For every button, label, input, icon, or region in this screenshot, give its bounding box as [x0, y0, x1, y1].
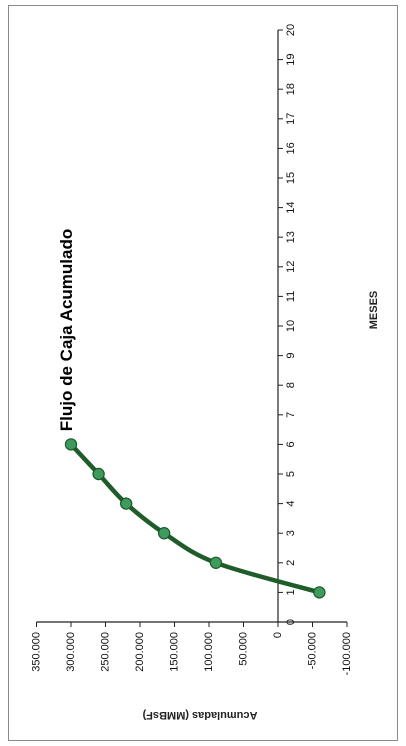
- x-tick-label: 1: [285, 589, 297, 595]
- x-tick-label: 12: [285, 261, 297, 273]
- y-tick-label: 100.000: [203, 632, 215, 672]
- x-tick-label: 20: [285, 24, 297, 36]
- x-tick-label: 18: [285, 83, 297, 95]
- y-tick-label: 250.000: [99, 632, 111, 672]
- x-tick-label: 2: [285, 560, 297, 566]
- data-point: [157, 527, 171, 540]
- data-point: [92, 467, 105, 481]
- data-point: [209, 556, 223, 570]
- y-axis-title: Acumuladas (MMBsF): [142, 709, 257, 721]
- x-tick-label: 16: [285, 142, 297, 154]
- y-tick-label: 350.000: [30, 632, 42, 672]
- x-tick-label: 7: [285, 412, 297, 418]
- x-tick-label: 8: [285, 382, 297, 388]
- x-tick-label: 14: [285, 201, 297, 213]
- x-axis-title: MESES: [368, 291, 380, 330]
- data-point: [64, 438, 78, 451]
- data-points: [64, 438, 326, 599]
- data-point: [119, 497, 133, 510]
- y-tick-label: -100.000: [341, 632, 353, 675]
- y-tick-label: 150.000: [168, 632, 180, 672]
- y-tick-label: 300.000: [65, 632, 77, 672]
- y-tick-label: 50.000: [237, 632, 249, 666]
- x-tick-label: 19: [285, 53, 297, 65]
- x-tick-label: 10: [285, 320, 297, 332]
- x-tick-label: 5: [285, 471, 297, 477]
- x-tick-label: 6: [285, 441, 297, 447]
- y-tick-label: -50.000: [306, 632, 318, 669]
- y-tick-label: 0: [272, 632, 284, 638]
- series-line: [68, 442, 322, 595]
- x-tick-label: 9: [285, 353, 297, 359]
- x-tick-label: 0: [285, 619, 297, 625]
- data-point: [313, 586, 326, 599]
- series: [68, 442, 322, 595]
- chart-title: Flujo de Caja Acumulado: [57, 229, 76, 431]
- y-ticks: -100.000 -50.000 0 50.000 100.000 150.000 200.…: [30, 622, 353, 675]
- chart-frame: [8, 5, 398, 741]
- y-tick-label: 200.000: [134, 632, 146, 672]
- x-tick-label: 15: [285, 172, 297, 184]
- x-tick-label: 4: [285, 501, 297, 507]
- x-tick-label: 11: [285, 291, 297, 302]
- x-tick-label: 13: [285, 231, 297, 243]
- x-tick-label: 17: [285, 113, 297, 125]
- x-tick-label: 3: [285, 530, 297, 536]
